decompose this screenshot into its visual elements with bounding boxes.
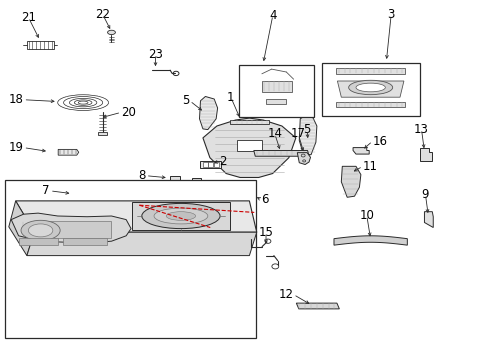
- Bar: [19, 238, 58, 245]
- Text: 13: 13: [413, 123, 428, 136]
- Ellipse shape: [154, 208, 207, 224]
- Text: 17: 17: [290, 127, 305, 140]
- Bar: [203, 162, 207, 167]
- Text: 21: 21: [21, 11, 36, 24]
- Bar: [336, 68, 404, 74]
- Polygon shape: [9, 201, 34, 256]
- Ellipse shape: [107, 30, 115, 35]
- Text: 19: 19: [8, 141, 23, 154]
- Text: 14: 14: [267, 127, 282, 140]
- Polygon shape: [296, 303, 339, 309]
- Text: 15: 15: [258, 226, 273, 239]
- Polygon shape: [11, 213, 131, 243]
- Bar: [191, 178, 201, 183]
- Polygon shape: [16, 201, 256, 232]
- Text: 6: 6: [261, 193, 268, 206]
- Ellipse shape: [142, 203, 220, 229]
- Polygon shape: [424, 212, 432, 228]
- Polygon shape: [297, 153, 310, 165]
- Text: 12: 12: [278, 288, 293, 301]
- Bar: [262, 81, 291, 92]
- Polygon shape: [333, 236, 407, 245]
- Ellipse shape: [348, 80, 392, 95]
- Bar: [33, 221, 111, 238]
- Text: 10: 10: [359, 209, 373, 222]
- Bar: [237, 140, 261, 151]
- Text: 9: 9: [421, 188, 428, 201]
- Text: 11: 11: [362, 160, 377, 173]
- Bar: [199, 161, 221, 168]
- Text: 3: 3: [386, 8, 394, 21]
- Bar: [5, 180, 255, 338]
- Ellipse shape: [21, 220, 60, 240]
- Text: 8: 8: [138, 169, 145, 182]
- Bar: [98, 132, 107, 135]
- Bar: [132, 202, 229, 230]
- Bar: [336, 102, 404, 107]
- Ellipse shape: [355, 83, 385, 92]
- Bar: [238, 65, 314, 117]
- Polygon shape: [337, 81, 403, 97]
- Polygon shape: [203, 118, 295, 177]
- Text: 5: 5: [182, 94, 189, 107]
- Polygon shape: [27, 232, 256, 256]
- Text: 20: 20: [121, 106, 136, 119]
- Polygon shape: [299, 116, 316, 155]
- Polygon shape: [253, 150, 308, 156]
- Bar: [229, 120, 268, 124]
- Text: 5: 5: [303, 123, 310, 136]
- Polygon shape: [352, 148, 368, 154]
- Polygon shape: [58, 149, 79, 155]
- Text: 23: 23: [148, 48, 163, 60]
- Ellipse shape: [28, 224, 53, 237]
- Text: 22: 22: [95, 8, 110, 21]
- Text: 16: 16: [372, 135, 387, 148]
- Text: 4: 4: [268, 9, 276, 22]
- Bar: [169, 176, 180, 181]
- Text: 7: 7: [42, 184, 50, 197]
- Text: 18: 18: [9, 93, 23, 106]
- Polygon shape: [199, 96, 217, 130]
- Polygon shape: [419, 148, 431, 161]
- Polygon shape: [27, 41, 54, 49]
- Bar: [208, 162, 213, 167]
- Text: 1: 1: [226, 91, 234, 104]
- Polygon shape: [341, 166, 360, 197]
- Bar: [265, 99, 286, 104]
- Bar: [321, 63, 419, 116]
- Bar: [62, 238, 106, 245]
- Text: 2: 2: [219, 155, 226, 168]
- Bar: [213, 162, 218, 167]
- Ellipse shape: [166, 212, 195, 220]
